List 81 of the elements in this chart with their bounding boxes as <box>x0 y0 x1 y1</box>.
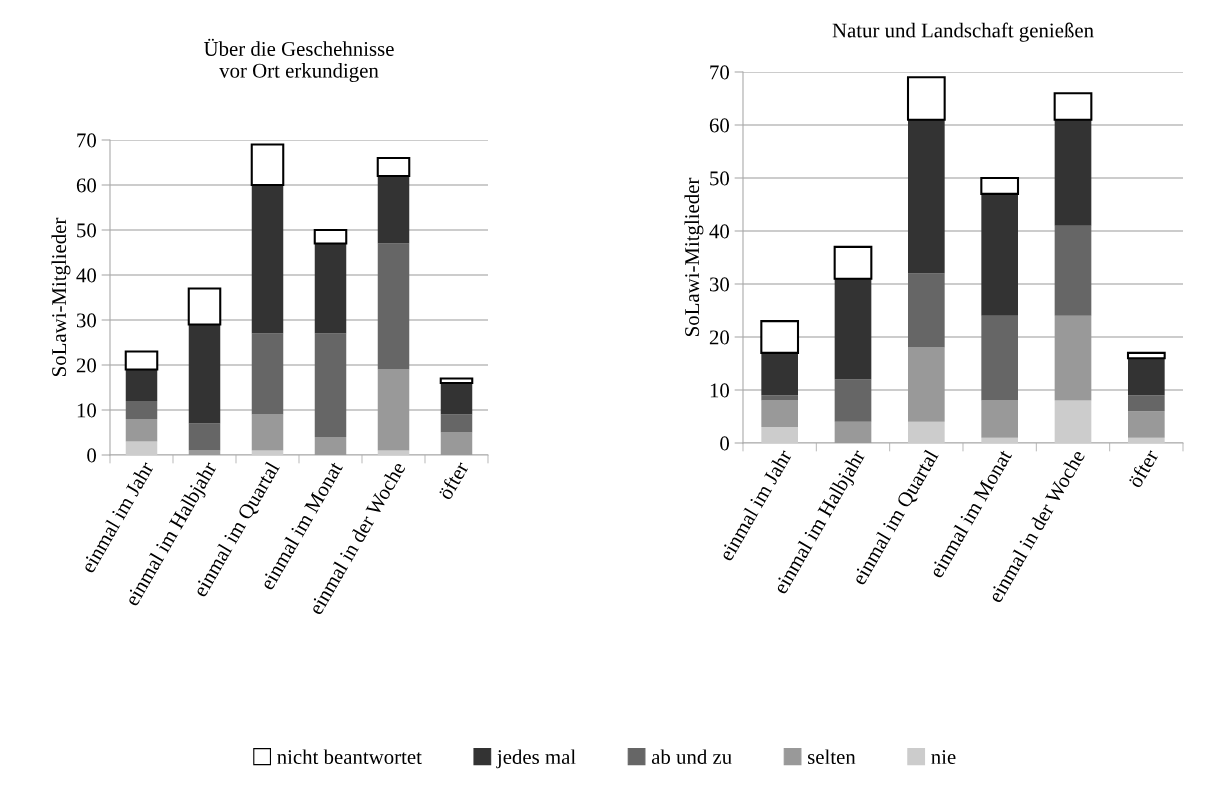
y-tick-label: 10 <box>77 403 97 418</box>
y-tick-label: 20 <box>709 330 730 345</box>
y-tick-label: 70 <box>710 65 730 80</box>
bar <box>833 245 873 280</box>
y-tick-label: 30 <box>709 277 730 292</box>
y-tick-label: 50 <box>77 223 97 238</box>
bar <box>314 333 347 437</box>
bar <box>1128 358 1165 396</box>
legend-label: jedes mal <box>496 749 576 769</box>
y-tick-label: 20 <box>76 358 97 373</box>
y-tick-label: 70 <box>77 133 97 148</box>
bar <box>1128 411 1165 438</box>
bar <box>439 377 474 385</box>
bar <box>761 395 798 401</box>
legend-label: selten <box>808 749 856 765</box>
bar <box>834 421 872 443</box>
bar <box>376 156 411 178</box>
bar <box>377 176 410 244</box>
bar <box>908 273 945 348</box>
bar <box>1054 400 1092 443</box>
bar <box>188 423 221 451</box>
y-tick-label: 0 <box>720 436 730 451</box>
bar <box>761 427 798 443</box>
bar <box>440 432 473 455</box>
bar <box>251 333 284 415</box>
bar <box>908 119 945 274</box>
y-tick-label: 30 <box>76 313 97 328</box>
bar <box>377 369 410 451</box>
bar <box>251 185 284 334</box>
bar <box>251 450 284 455</box>
y-tick-label: 60 <box>709 118 730 133</box>
bar <box>250 143 285 187</box>
bar <box>314 243 347 334</box>
bar <box>906 76 946 121</box>
bar <box>314 437 347 455</box>
chart-title: Natur und Landschaft genießen <box>832 22 1094 42</box>
bar <box>1126 351 1166 360</box>
bar <box>761 400 798 428</box>
bar <box>1128 395 1165 412</box>
bar <box>908 421 945 443</box>
bar <box>1054 119 1092 226</box>
bar <box>908 347 945 422</box>
bar <box>1053 92 1093 121</box>
bar <box>187 287 222 326</box>
bar <box>125 419 158 442</box>
y-tick-label: 60 <box>76 178 97 193</box>
legend-label: nicht beantwortet <box>277 749 422 765</box>
bar <box>188 450 221 455</box>
y-tick-label: 40 <box>709 224 730 239</box>
bar <box>1128 437 1165 443</box>
legend-label: nie <box>931 750 956 765</box>
bar <box>377 243 410 370</box>
bar <box>981 400 1018 438</box>
bar <box>834 379 872 422</box>
bar <box>981 437 1018 443</box>
bar <box>834 278 872 380</box>
bar <box>761 352 798 396</box>
y-tick-label: 0 <box>87 448 97 463</box>
bar <box>440 414 473 433</box>
chart-title: Über die Geschehnisse vor Ort erkundigen <box>203 38 394 82</box>
bar <box>125 401 158 419</box>
bar <box>313 228 348 245</box>
y-axis-title: SoLawi-Mitglieder <box>51 217 71 376</box>
bar <box>1054 315 1092 401</box>
bar <box>251 414 284 451</box>
bar <box>981 315 1018 401</box>
bar <box>188 324 221 424</box>
bar <box>377 450 410 455</box>
bar <box>981 193 1018 316</box>
y-axis-title: SoLawi-Mitglieder <box>684 177 704 336</box>
bar <box>1054 225 1092 316</box>
bar <box>124 350 159 371</box>
y-tick-label: 40 <box>76 268 97 283</box>
bar <box>440 383 473 415</box>
legend-label: ab und zu <box>651 749 732 765</box>
y-tick-label: 10 <box>710 383 730 398</box>
bar <box>760 320 800 354</box>
bar <box>980 176 1020 195</box>
bar <box>125 441 158 455</box>
bar <box>125 369 158 401</box>
y-tick-label: 50 <box>710 171 730 186</box>
